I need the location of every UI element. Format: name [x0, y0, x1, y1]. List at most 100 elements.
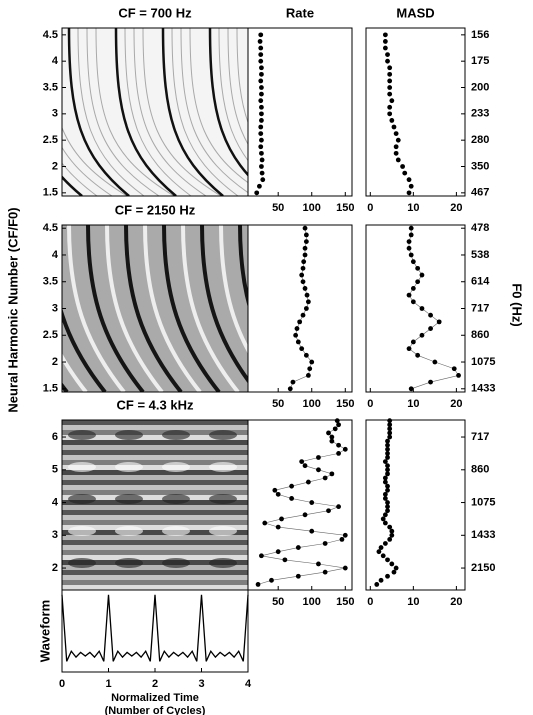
data-point [305, 299, 311, 305]
data-point [332, 426, 338, 432]
data-point [391, 569, 397, 575]
data-point [378, 545, 384, 550]
data-point [259, 157, 265, 163]
x-tick-label: 150 [336, 202, 354, 214]
data-point [289, 496, 295, 501]
x-tick-label: 1 [105, 678, 111, 690]
data-point [385, 483, 390, 489]
data-point [432, 359, 438, 365]
x-tick-label: 150 [336, 398, 354, 410]
neurogram-band [62, 435, 248, 440]
neurogram-blob [209, 526, 237, 536]
data-point [316, 467, 321, 473]
data-point [334, 418, 340, 424]
data-point [254, 190, 260, 196]
data-point [410, 286, 416, 291]
y-tick-label: 1.5 [43, 383, 58, 395]
y2-tick-label: 614 [471, 276, 490, 288]
neurogram-stripe [133, 28, 207, 196]
neurogram-stripe [181, 225, 240, 392]
data-point [385, 508, 390, 514]
data-point [303, 306, 309, 311]
y2-tick-label: 467 [471, 187, 489, 199]
neurogram-stripe [124, 225, 183, 392]
neurogram-blob [162, 462, 190, 472]
neurogram-band [62, 500, 248, 505]
x-tick-label: 50 [272, 398, 284, 410]
data-point [336, 504, 341, 510]
data-point [378, 577, 384, 583]
data-point [258, 144, 264, 150]
data-point [302, 286, 308, 291]
connector-line [408, 228, 459, 390]
neurogram-band [62, 475, 248, 480]
neurogram-stripe [62, 162, 98, 196]
data-point [290, 379, 296, 385]
neurogram-stripe [62, 126, 128, 196]
data-point [391, 124, 397, 130]
y-tick-label: 4 [52, 496, 59, 508]
x-tick-label: 50 [272, 202, 284, 214]
y2-tick-label: 1075 [471, 496, 495, 508]
neurogram-band [62, 450, 248, 455]
y2-tick-label: 1433 [471, 383, 495, 395]
data-point [393, 131, 399, 136]
neurogram-band [62, 575, 248, 580]
data-point [262, 520, 268, 526]
data-point [279, 516, 284, 522]
data-point [293, 332, 299, 338]
y2-tick-label: 538 [471, 249, 489, 261]
data-point [305, 373, 311, 378]
data-point [260, 177, 266, 183]
data-point [275, 524, 281, 530]
data-point [408, 225, 414, 231]
data-point [428, 379, 433, 385]
x-tick-label: 150 [336, 596, 354, 608]
y-tick-label: 2 [52, 356, 58, 368]
data-point [387, 418, 393, 424]
neurogram-band [62, 585, 248, 590]
data-point [275, 549, 281, 555]
data-point [295, 573, 301, 579]
data-point [258, 45, 264, 51]
data-point [342, 446, 348, 452]
neurogram [62, 225, 248, 392]
data-point [255, 582, 261, 587]
panel-frame [365, 419, 466, 591]
x-tick-label: 20 [450, 398, 462, 410]
data-point [342, 565, 348, 571]
data-point [389, 528, 395, 534]
neurogram-band [62, 495, 248, 500]
data-point [300, 265, 306, 271]
data-point [387, 430, 393, 436]
neurogram-band [62, 440, 248, 445]
neurogram-blob [209, 430, 237, 440]
neurogram-stripe [67, 225, 126, 392]
data-point [374, 582, 380, 587]
data-point [415, 265, 421, 271]
data-point [300, 279, 306, 285]
data-point [389, 118, 395, 123]
data-point [389, 532, 395, 538]
data-point [301, 259, 307, 265]
data-point [326, 430, 331, 436]
data-point [393, 565, 399, 571]
neurogram-stripe [171, 28, 239, 196]
y-tick-label: 3.5 [43, 81, 58, 93]
data-point [342, 532, 348, 538]
data-point [406, 177, 412, 183]
y-tick-label: 3.5 [43, 276, 58, 288]
data-point [385, 463, 390, 469]
neurogram-band [62, 535, 248, 540]
data-point [275, 491, 281, 497]
neurogram-band [62, 565, 248, 570]
neurogram-blob [68, 558, 96, 568]
data-point [385, 487, 390, 493]
neurogram-blob [162, 494, 190, 504]
neurogram-band [62, 470, 248, 475]
data-point [406, 245, 412, 251]
y-tick-label: 2 [52, 160, 58, 172]
data-point [336, 442, 341, 448]
y-axis-label: Waveform [37, 600, 52, 662]
data-point [387, 85, 393, 90]
